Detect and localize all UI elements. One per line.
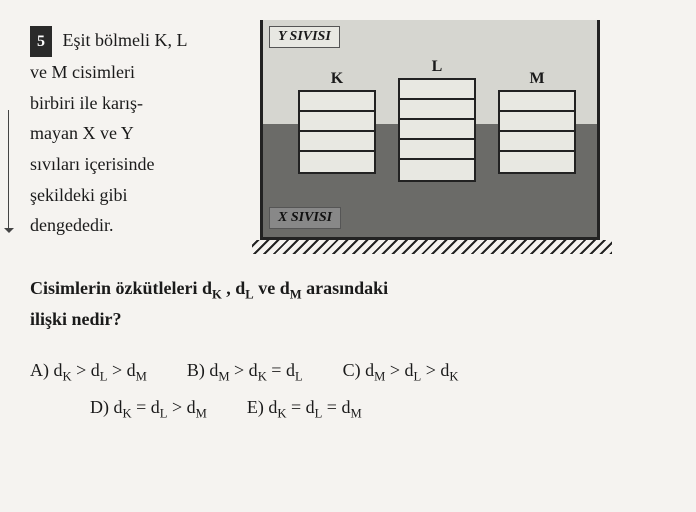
problem-line: mayan X ve Y (30, 123, 134, 143)
problem-line: sıvıları içerisinde (30, 154, 154, 174)
option-label: B) (187, 360, 210, 380)
object-segment (400, 100, 474, 120)
object-k: K (298, 90, 376, 174)
option-label: E) (247, 397, 269, 417)
problem-line: Eşit bölmeli K, L (63, 30, 188, 50)
problem-line: birbiri ile karış- (30, 93, 143, 113)
question-part: ilişki nedir? (30, 309, 122, 329)
option-expr: dM > dK = dL (209, 360, 302, 380)
option-expr: dK = dL > dM (114, 397, 207, 417)
subscript: L (245, 288, 253, 302)
object-segment (300, 92, 374, 112)
option-d: D) dK = dL > dM (90, 389, 207, 427)
x-liquid-label: X SIVISI (269, 207, 341, 229)
object-segment (500, 132, 574, 152)
option-label: A) (30, 360, 54, 380)
object-segment (400, 80, 474, 100)
object-l-label: L (432, 58, 443, 76)
object-segment (300, 132, 374, 152)
question-text: Cisimlerin özkütleleri dK , dL ve dM ara… (30, 274, 666, 334)
options-row: D) dK = dL > dM E) dK = dL = dM (30, 389, 666, 427)
object-m-label: M (529, 70, 544, 88)
question-number: 5 (30, 26, 52, 57)
subscript: M (290, 288, 302, 302)
question-part: ve d (254, 278, 290, 298)
y-liquid-label: Y SIVISI (269, 26, 340, 48)
option-expr: dK = dL = dM (268, 397, 361, 417)
problem-row: 5 Eşit bölmeli K, L ve M cisimleri birbi… (30, 20, 666, 254)
option-expr: dM > dL > dK (365, 360, 458, 380)
option-label: D) (90, 397, 114, 417)
option-expr: dK > dL > dM (54, 360, 147, 380)
option-e: E) dK = dL = dM (247, 389, 362, 427)
option-c: C) dM > dL > dK (343, 352, 459, 390)
margin-arrow (8, 110, 9, 230)
question-part: arasındaki (302, 278, 389, 298)
object-segment (500, 92, 574, 112)
question-part: , d (222, 278, 246, 298)
option-b: B) dM > dK = dL (187, 352, 303, 390)
object-segment (400, 120, 474, 140)
question-part: Cisimlerin özkütleleri d (30, 278, 212, 298)
problem-text-column: 5 Eşit bölmeli K, L ve M cisimleri birbi… (30, 20, 240, 254)
object-segment (400, 140, 474, 160)
object-l: L (398, 78, 476, 182)
problem-text: 5 Eşit bölmeli K, L ve M cisimleri birbi… (30, 25, 240, 241)
object-segment (300, 152, 374, 172)
subscript: K (212, 288, 222, 302)
object-m: M (498, 90, 576, 174)
container-diagram: Y SIVISI X SIVISI K L M (260, 20, 600, 240)
object-segment (500, 152, 574, 172)
problem-line: ve M cisimleri (30, 62, 135, 82)
answer-options: A) dK > dL > dM B) dM > dK = dL C) dM > … (30, 352, 666, 428)
object-segment (500, 112, 574, 132)
ground-hatching (252, 240, 612, 254)
diagram-column: Y SIVISI X SIVISI K L M (260, 20, 666, 254)
object-k-label: K (331, 70, 343, 88)
problem-line: dengededir. (30, 215, 113, 235)
problem-line: şekildeki gibi (30, 185, 128, 205)
option-a: A) dK > dL > dM (30, 352, 147, 390)
option-label: C) (343, 360, 366, 380)
object-segment (400, 160, 474, 180)
options-row: A) dK > dL > dM B) dM > dK = dL C) dM > … (30, 352, 666, 390)
object-segment (300, 112, 374, 132)
